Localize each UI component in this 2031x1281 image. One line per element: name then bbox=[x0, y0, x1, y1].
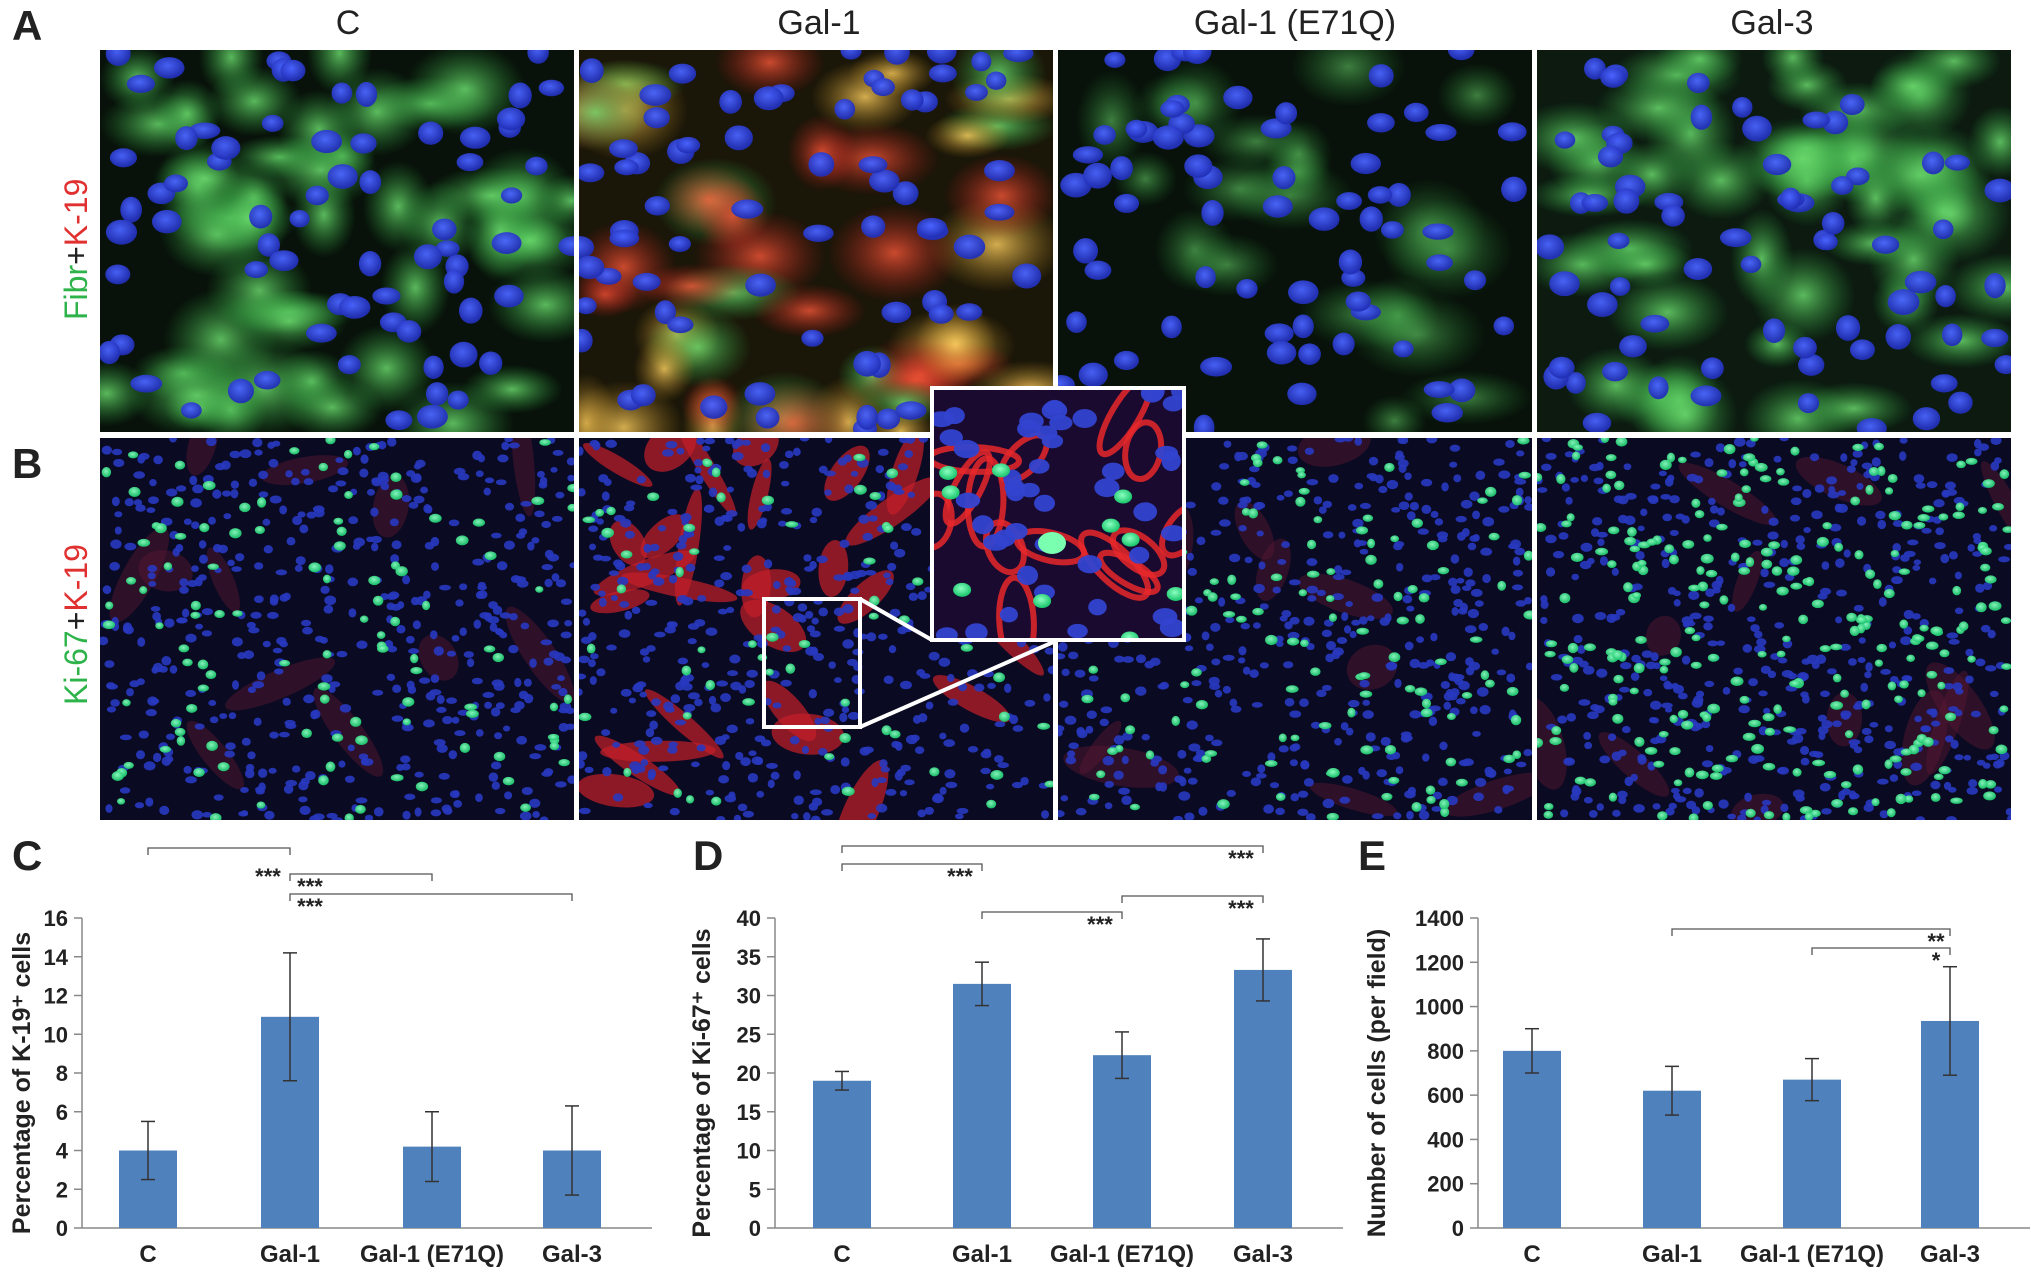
category-label: C bbox=[139, 1241, 156, 1268]
y-tick-label: 15 bbox=[737, 1100, 761, 1125]
y-tick-label: 0 bbox=[56, 1216, 68, 1241]
zoom-inset-border bbox=[930, 386, 1186, 642]
category-label: C bbox=[833, 1241, 850, 1268]
y-tick-label: 800 bbox=[1427, 1039, 1464, 1064]
y-tick-label: 5 bbox=[749, 1177, 761, 1202]
zoom-region-box bbox=[762, 597, 862, 729]
row-label-k19-b: K-19 bbox=[58, 544, 94, 612]
row-label-plus-b: + bbox=[58, 611, 94, 631]
zoom-inset-micrograph bbox=[932, 388, 1184, 640]
category-label: Gal-1 bbox=[952, 1241, 1012, 1268]
y-tick-label: 30 bbox=[737, 984, 761, 1009]
category-label: C bbox=[1523, 1241, 1540, 1268]
significance-label: * bbox=[1932, 948, 1941, 973]
column-title-gal3: Gal-3 bbox=[1730, 4, 1814, 42]
micrograph-fibr-k19-gal1-e71q bbox=[1058, 50, 1532, 432]
significance-bracket bbox=[1671, 928, 1951, 936]
inset-connector-line bbox=[859, 597, 933, 642]
category-label: Gal-3 bbox=[1233, 1241, 1293, 1268]
bar bbox=[953, 983, 1011, 1228]
category-label: Gal-1 bbox=[1642, 1241, 1702, 1268]
y-tick-label: 10 bbox=[44, 1022, 68, 1047]
panel-letter-e: E bbox=[1358, 832, 1387, 879]
bar bbox=[1783, 1079, 1841, 1228]
panel-letter-c: C bbox=[12, 832, 43, 879]
row-label-fibr-k19: Fibr+K-19 bbox=[58, 179, 95, 320]
y-tick-label: 6 bbox=[56, 1100, 68, 1125]
y-tick-label: 14 bbox=[44, 945, 69, 970]
category-label: Gal-1 bbox=[260, 1241, 320, 1268]
y-tick-label: 0 bbox=[749, 1216, 761, 1241]
micrograph-fibr-k19-c bbox=[100, 50, 574, 432]
significance-label: *** bbox=[255, 864, 281, 889]
category-label: Gal-1 (E71Q) bbox=[360, 1241, 504, 1268]
row-label-k19: K-19 bbox=[58, 178, 94, 247]
category-label: Gal-3 bbox=[1920, 1241, 1980, 1268]
y-tick-label: 10 bbox=[737, 1139, 761, 1164]
bar bbox=[1234, 969, 1292, 1228]
y-tick-label: 1000 bbox=[1415, 995, 1464, 1020]
y-tick-label: 40 bbox=[737, 906, 761, 931]
micrograph-fibr-k19-gal3 bbox=[1537, 50, 2011, 432]
y-tick-label: 0 bbox=[1452, 1216, 1464, 1241]
significance-bracket bbox=[289, 873, 433, 881]
category-label: Gal-1 (E71Q) bbox=[1740, 1241, 1884, 1268]
panel-letter-d: D bbox=[693, 832, 724, 879]
y-tick-label: 35 bbox=[737, 945, 761, 970]
panel-letter-a: A bbox=[12, 2, 43, 49]
y-axis-label: Number of cells (per field) bbox=[1363, 929, 1391, 1237]
y-axis-label: Percentage of K-19⁺ cells bbox=[8, 932, 36, 1234]
y-tick-label: 8 bbox=[56, 1061, 68, 1086]
significance-label: *** bbox=[1228, 896, 1254, 921]
row-label-fibr: Fibr bbox=[58, 264, 94, 320]
y-tick-label: 1200 bbox=[1415, 950, 1464, 975]
category-label: Gal-3 bbox=[542, 1241, 602, 1268]
column-title-gal1: Gal-1 bbox=[777, 4, 861, 42]
significance-bracket bbox=[1121, 895, 1264, 903]
significance-bracket bbox=[841, 863, 983, 871]
category-label: Gal-1 (E71Q) bbox=[1050, 1241, 1194, 1268]
y-tick-label: 20 bbox=[737, 1061, 761, 1086]
inset-connector-line bbox=[859, 638, 1059, 729]
significance-label: *** bbox=[297, 894, 323, 919]
row-label-ki67: Ki-67 bbox=[58, 630, 94, 705]
y-tick-label: 400 bbox=[1427, 1127, 1464, 1152]
row-label-plus: + bbox=[58, 246, 94, 265]
significance-label: *** bbox=[1228, 846, 1254, 871]
bar bbox=[1503, 1050, 1561, 1228]
panel-letter-b: B bbox=[12, 440, 43, 487]
column-title-gal1-e71q: Gal-1 (E71Q) bbox=[1193, 4, 1397, 42]
column-title-c: C bbox=[335, 4, 361, 42]
y-tick-label: 600 bbox=[1427, 1083, 1464, 1108]
bar bbox=[1093, 1055, 1151, 1228]
y-tick-label: 16 bbox=[44, 906, 68, 931]
significance-bracket bbox=[841, 845, 1264, 853]
significance-bracket bbox=[981, 911, 1123, 919]
bar bbox=[813, 1080, 871, 1228]
y-tick-label: 25 bbox=[737, 1022, 761, 1047]
significance-label: *** bbox=[297, 874, 323, 899]
row-label-ki67-k19: Ki-67+K-19 bbox=[58, 544, 95, 705]
micrograph-ki67-k19-c bbox=[100, 438, 574, 820]
y-tick-label: 12 bbox=[44, 984, 68, 1009]
significance-bracket bbox=[289, 893, 573, 901]
microscopy-grid bbox=[100, 50, 2011, 820]
significance-label: *** bbox=[947, 864, 973, 889]
y-tick-label: 1400 bbox=[1415, 906, 1464, 931]
micrograph-ki67-k19-gal3 bbox=[1537, 438, 2011, 820]
y-axis-label: Percentage of Ki-67⁺ cells bbox=[688, 928, 716, 1237]
significance-bracket bbox=[147, 847, 291, 855]
significance-label: ** bbox=[1927, 929, 1945, 954]
y-tick-label: 200 bbox=[1427, 1172, 1464, 1197]
y-tick-label: 4 bbox=[56, 1139, 69, 1164]
significance-label: *** bbox=[1087, 912, 1113, 937]
significance-bracket bbox=[1811, 947, 1951, 955]
y-tick-label: 2 bbox=[56, 1177, 68, 1202]
bar-charts: 0 2 4 6 8 10 12 14 16 Percentage of K-19⁺ cells C G… bbox=[8, 845, 2030, 1268]
